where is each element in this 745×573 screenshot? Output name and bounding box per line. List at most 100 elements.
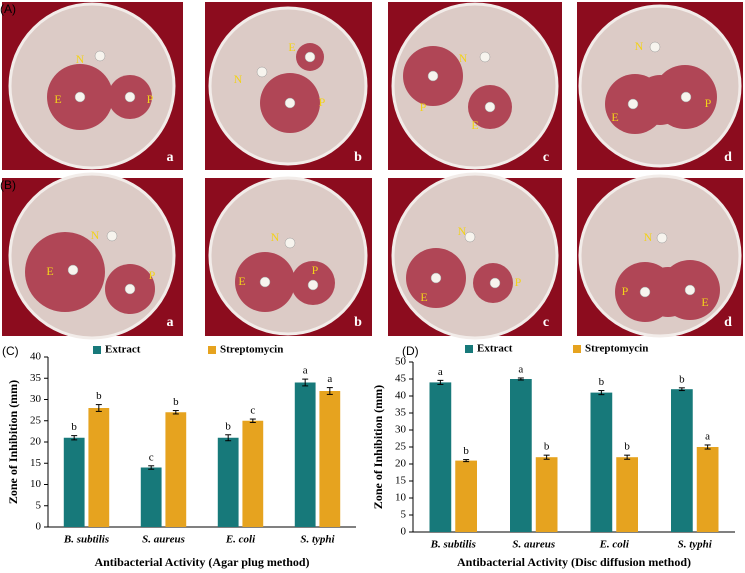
legend-swatch: [208, 346, 216, 354]
y-tick-label: 15: [395, 475, 407, 487]
x-tick-label: B. subtilis: [63, 534, 109, 546]
significance-letter: a: [303, 365, 308, 377]
y-tick-label: 20: [395, 458, 407, 470]
y-tick-label: 20: [30, 436, 42, 448]
significance-letter: b: [71, 421, 77, 433]
plate-marker: E: [238, 274, 245, 288]
x-tick-label: S. typhi: [678, 539, 713, 551]
disc: [627, 98, 639, 110]
inhibition-zone: [635, 75, 685, 125]
plate-marker: E: [420, 290, 427, 304]
disc: [489, 277, 501, 289]
plate-marker: N: [271, 230, 280, 244]
plate-marker: P: [149, 268, 156, 282]
disc: [307, 279, 319, 291]
bar: [429, 382, 452, 532]
y-tick-label: 30: [30, 393, 42, 405]
x-axis-title: Antibacterial Activity (Agar plug method…: [94, 555, 309, 569]
y-tick-label: 10: [395, 492, 407, 504]
disc: [124, 91, 136, 103]
plate-marker: E: [701, 295, 708, 309]
plate-label: b: [354, 150, 362, 165]
y-tick-label: 35: [30, 372, 42, 384]
plate-marker: N: [635, 39, 644, 53]
significance-letter: a: [518, 364, 523, 376]
y-tick-label: 35: [395, 407, 407, 419]
plate-marker: N: [91, 228, 100, 242]
disc: [304, 51, 316, 63]
plate-marker: P: [147, 92, 154, 106]
x-tick-label: S. aureus: [142, 534, 185, 546]
x-tick-label: S. typhi: [300, 534, 335, 546]
disc: [639, 286, 651, 298]
y-tick-label: 45: [395, 373, 407, 385]
panel-label: (B): [0, 178, 16, 192]
plate-marker: E: [471, 118, 478, 132]
panel-label: (A): [0, 2, 16, 16]
y-axis-title: Zone of Inhibition (mm): [6, 380, 20, 504]
bar: [217, 437, 239, 527]
bar: [590, 392, 613, 532]
y-tick-label: 15: [30, 457, 42, 469]
bar: [88, 408, 110, 527]
legend-swatch: [465, 345, 473, 353]
significance-letter: c: [250, 405, 255, 417]
inhibition-zone: [643, 267, 693, 317]
disc: [430, 272, 442, 284]
y-tick-label: 40: [395, 390, 407, 402]
bar: [696, 447, 719, 532]
significance-letter: a: [438, 366, 443, 378]
significance-letter: b: [173, 396, 179, 408]
legend-label: Extract: [477, 343, 513, 355]
y-tick-label: 0: [36, 521, 42, 533]
plate-marker: N: [76, 52, 85, 66]
plate-label: a: [167, 150, 174, 165]
bar: [165, 412, 187, 527]
bar: [510, 379, 532, 532]
plate-marker: E: [46, 264, 53, 278]
significance-letter: b: [463, 445, 469, 457]
plate-marker: P: [622, 284, 629, 298]
disc: [479, 51, 491, 63]
disc: [284, 97, 296, 109]
plate-marker: E: [611, 110, 618, 124]
bar: [616, 457, 638, 532]
y-tick-label: 50: [395, 356, 407, 368]
plate-marker: N: [458, 224, 467, 238]
panel-label: (C): [2, 344, 19, 358]
petri-dish: [208, 176, 368, 336]
x-axis-title: Antibacterial Activity (Disc diffusion m…: [457, 555, 691, 569]
plate-marker: P: [319, 95, 326, 109]
y-tick-label: 10: [30, 478, 42, 490]
disc: [124, 283, 136, 295]
x-tick-label: B. subtilis: [430, 539, 476, 551]
plate-marker: N: [234, 72, 243, 86]
significance-letter: b: [225, 420, 231, 432]
disc: [67, 264, 79, 276]
bar: [242, 420, 264, 527]
legend-swatch: [93, 346, 101, 354]
x-tick-label: S. aureus: [512, 539, 555, 551]
plate-label: b: [354, 315, 362, 330]
bar: [455, 460, 477, 532]
y-tick-label: 5: [36, 499, 42, 511]
plate-marker: P: [705, 96, 712, 110]
plate-label: a: [167, 315, 174, 330]
plate-label: c: [543, 315, 549, 330]
significance-letter: b: [544, 441, 550, 453]
y-tick-label: 0: [401, 526, 407, 538]
inhibition-zone: [25, 232, 105, 312]
y-tick-label: 5: [401, 509, 407, 521]
disc: [284, 237, 296, 249]
x-tick-label: E. coli: [225, 534, 256, 546]
legend-label: Extract: [105, 344, 141, 356]
disc: [256, 66, 268, 78]
plate-label: c: [543, 150, 549, 165]
plate-marker: N: [644, 230, 653, 244]
panel-label: (D): [402, 344, 419, 358]
significance-letter: b: [624, 441, 630, 453]
legend-swatch: [573, 345, 581, 353]
y-tick-label: 30: [395, 424, 407, 436]
bar: [671, 389, 693, 532]
